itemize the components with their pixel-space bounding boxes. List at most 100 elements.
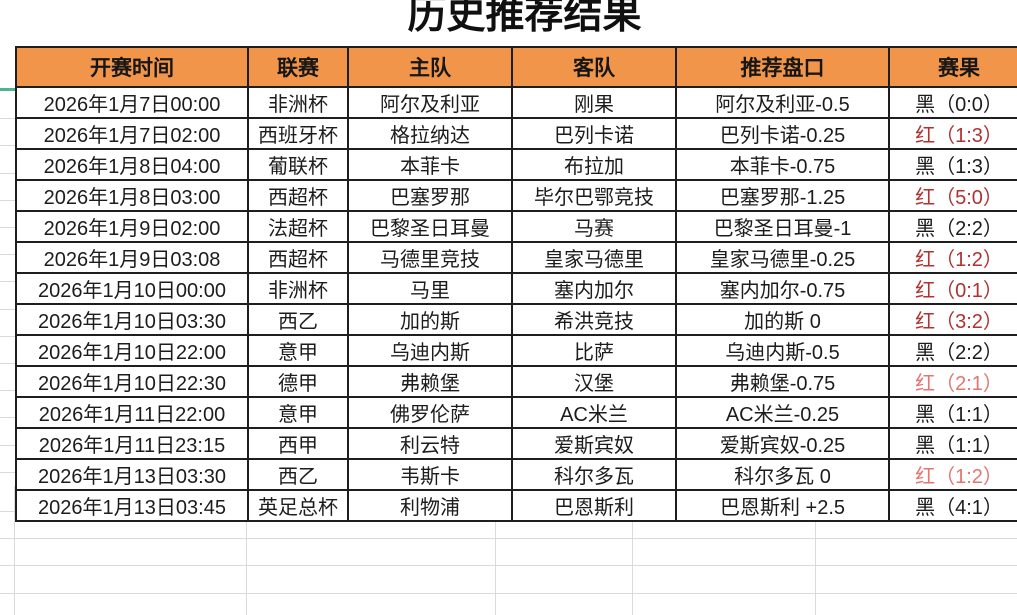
home-team-cell[interactable]: 佛罗伦萨 <box>347 396 513 429</box>
result-cell[interactable]: 红（1:2） <box>888 458 1017 491</box>
column-header-home[interactable]: 主队 <box>347 46 513 88</box>
match-time-cell[interactable]: 2026年1月10日22:30 <box>15 365 249 398</box>
away-team-cell[interactable]: 布拉加 <box>511 148 677 181</box>
column-header-time[interactable]: 开赛时间 <box>15 46 249 88</box>
gridline <box>0 390 15 392</box>
match-time-cell[interactable]: 2026年1月7日02:00 <box>15 117 249 150</box>
league-cell[interactable]: 非洲杯 <box>247 272 349 305</box>
home-team-cell[interactable]: 马德里竞技 <box>347 241 513 274</box>
home-team-cell[interactable]: 马里 <box>347 272 513 305</box>
handicap-cell[interactable]: 皇家马德里-0.25 <box>675 241 890 274</box>
league-cell[interactable]: 英足总杯 <box>247 489 349 522</box>
result-cell[interactable]: 红（3:2） <box>888 303 1017 336</box>
handicap-cell[interactable]: 本菲卡-0.75 <box>675 148 890 181</box>
away-team-cell[interactable]: 科尔多瓦 <box>511 458 677 491</box>
league-cell[interactable]: 西班牙杯 <box>247 117 349 150</box>
result-cell[interactable]: 黑（1:1） <box>888 396 1017 429</box>
match-time-cell[interactable]: 2026年1月13日03:30 <box>15 458 249 491</box>
away-team-cell[interactable]: 塞内加尔 <box>511 272 677 305</box>
away-team-cell[interactable]: 希洪竞技 <box>511 303 677 336</box>
handicap-cell[interactable]: 巴恩斯利 +2.5 <box>675 489 890 522</box>
league-cell[interactable]: 西超杯 <box>247 179 349 212</box>
gridline <box>632 486 633 615</box>
match-time-cell[interactable]: 2026年1月8日04:00 <box>15 148 249 181</box>
gridline <box>0 417 15 419</box>
handicap-cell[interactable]: 弗赖堡-0.75 <box>675 365 890 398</box>
home-team-cell[interactable]: 阿尔及利亚 <box>347 86 513 119</box>
column-header-result[interactable]: 赛果 <box>888 46 1017 88</box>
handicap-cell[interactable]: 阿尔及利亚-0.5 <box>675 86 890 119</box>
result-cell[interactable]: 黑（2:2） <box>888 210 1017 243</box>
away-team-cell[interactable]: 刚果 <box>511 86 677 119</box>
home-team-cell[interactable]: 格拉纳达 <box>347 117 513 150</box>
away-team-cell[interactable]: 巴列卡诺 <box>511 117 677 150</box>
handicap-cell[interactable]: 巴列卡诺-0.25 <box>675 117 890 150</box>
home-team-cell[interactable]: 弗赖堡 <box>347 365 513 398</box>
match-time-cell[interactable]: 2026年1月11日22:00 <box>15 396 249 429</box>
handicap-cell[interactable]: 科尔多瓦 0 <box>675 458 890 491</box>
home-team-cell[interactable]: 乌迪内斯 <box>347 334 513 367</box>
match-time-cell[interactable]: 2026年1月10日03:30 <box>15 303 249 336</box>
column-header-league[interactable]: 联赛 <box>247 46 349 88</box>
league-cell[interactable]: 非洲杯 <box>247 86 349 119</box>
match-time-cell[interactable]: 2026年1月13日03:45 <box>15 489 249 522</box>
handicap-cell[interactable]: AC米兰-0.25 <box>675 396 890 429</box>
away-team-cell[interactable]: 毕尔巴鄂竞技 <box>511 179 677 212</box>
result-cell[interactable]: 黑（2:2） <box>888 334 1017 367</box>
league-cell[interactable]: 西甲 <box>247 427 349 460</box>
handicap-cell[interactable]: 爱斯宾奴-0.25 <box>675 427 890 460</box>
away-team-cell[interactable]: 巴恩斯利 <box>511 489 677 522</box>
match-time-cell[interactable]: 2026年1月10日00:00 <box>15 272 249 305</box>
away-team-cell[interactable]: 汉堡 <box>511 365 677 398</box>
league-cell[interactable]: 意甲 <box>247 396 349 429</box>
home-team-cell[interactable]: 巴塞罗那 <box>347 179 513 212</box>
gridline <box>0 444 15 446</box>
match-time-cell[interactable]: 2026年1月7日00:00 <box>15 86 249 119</box>
league-cell[interactable]: 西乙 <box>247 303 349 336</box>
result-cell[interactable]: 红（1:2） <box>888 241 1017 274</box>
home-team-cell[interactable]: 利云特 <box>347 427 513 460</box>
result-cell[interactable]: 黑（0:0） <box>888 86 1017 119</box>
match-time-cell[interactable]: 2026年1月9日02:00 <box>15 210 249 243</box>
handicap-cell[interactable]: 塞内加尔-0.75 <box>675 272 890 305</box>
away-team-cell[interactable]: 皇家马德里 <box>511 241 677 274</box>
league-cell[interactable]: 法超杯 <box>247 210 349 243</box>
league-cell[interactable]: 德甲 <box>247 365 349 398</box>
league-cell[interactable]: 意甲 <box>247 334 349 367</box>
table-row: 2026年1月11日22:00 意甲 佛罗伦萨 AC米兰 AC米兰-0.25 黑（1:1） <box>15 396 1017 429</box>
league-cell[interactable]: 西超杯 <box>247 241 349 274</box>
match-time-cell[interactable]: 2026年1月9日03:08 <box>15 241 249 274</box>
recommendation-table: 开赛时间 联赛 主队 客队 推荐盘口 赛果 2026年1月7日00:00 非洲杯阿… <box>15 46 1017 522</box>
home-team-cell[interactable]: 加的斯 <box>347 303 513 336</box>
match-time-cell[interactable]: 2026年1月8日03:00 <box>15 179 249 212</box>
handicap-cell[interactable]: 加的斯 0 <box>675 303 890 336</box>
away-team-cell[interactable]: 比萨 <box>511 334 677 367</box>
home-team-cell[interactable]: 本菲卡 <box>347 148 513 181</box>
column-header-handicap[interactable]: 推荐盘口 <box>675 46 890 88</box>
away-team-cell[interactable]: 马赛 <box>511 210 677 243</box>
result-cell[interactable]: 红（5:0） <box>888 179 1017 212</box>
away-team-cell[interactable]: AC米兰 <box>511 396 677 429</box>
table-row: 2026年1月10日22:30 德甲 弗赖堡 汉堡 弗赖堡-0.75 红（2:1） <box>15 365 1017 398</box>
result-cell[interactable]: 红（0:1） <box>888 272 1017 305</box>
away-team-cell[interactable]: 爱斯宾奴 <box>511 427 677 460</box>
result-cell[interactable]: 红（1:3） <box>888 117 1017 150</box>
column-header-away[interactable]: 客队 <box>511 46 677 88</box>
result-cell[interactable]: 黑（1:3） <box>888 148 1017 181</box>
league-cell[interactable]: 西乙 <box>247 458 349 491</box>
match-time-cell[interactable]: 2026年1月11日23:15 <box>15 427 249 460</box>
match-time-cell[interactable]: 2026年1月10日22:00 <box>15 334 249 367</box>
result-cell[interactable]: 黑（4:1） <box>888 489 1017 522</box>
gridline <box>495 486 496 615</box>
result-cell[interactable]: 黑（1:1） <box>888 427 1017 460</box>
league-cell[interactable]: 葡联杯 <box>247 148 349 181</box>
handicap-cell[interactable]: 乌迪内斯-0.5 <box>675 334 890 367</box>
table-row: 2026年1月8日04:00 葡联杯 本菲卡 布拉加 本菲卡-0.75 黑（1:3） <box>15 148 1017 181</box>
handicap-cell[interactable]: 巴塞罗那-1.25 <box>675 179 890 212</box>
home-team-cell[interactable]: 韦斯卡 <box>347 458 513 491</box>
home-team-cell[interactable]: 利物浦 <box>347 489 513 522</box>
result-cell[interactable]: 红（2:1） <box>888 365 1017 398</box>
handicap-cell[interactable]: 巴黎圣日耳曼-1 <box>675 210 890 243</box>
page-title[interactable]: 历史推荐结果 <box>407 0 642 37</box>
home-team-cell[interactable]: 巴黎圣日耳曼 <box>347 210 513 243</box>
